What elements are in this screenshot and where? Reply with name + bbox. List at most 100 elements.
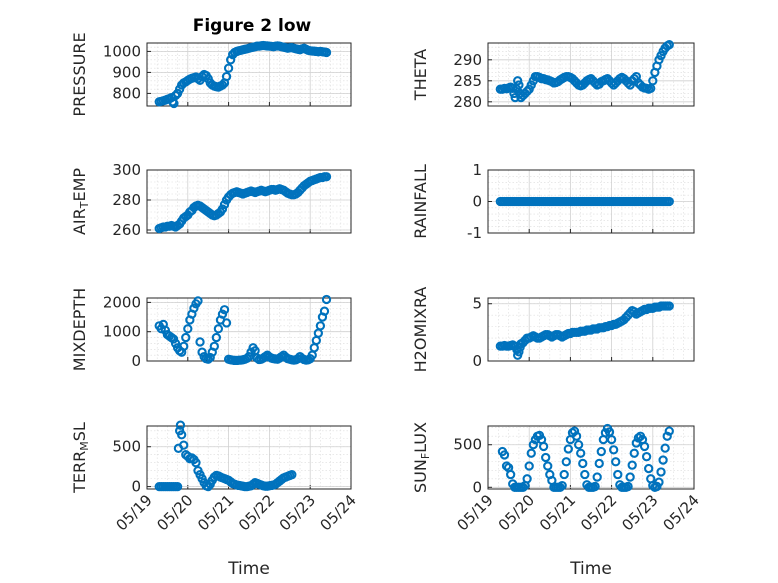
- data-point: [217, 80, 228, 90]
- data-point: [179, 341, 189, 351]
- subplot-sun-flux: 0 500 SUNFLUX 05/1905/2005/2105/2205/2305/2…: [411, 422, 703, 579]
- y-tick-label: 2000: [103, 293, 141, 311]
- y-tick-label: 285: [453, 72, 482, 90]
- data-point: [625, 472, 635, 482]
- plot-frame: [487, 425, 695, 490]
- subplot-rainfall: -1 0 1 RAINFALL: [411, 161, 695, 242]
- y-tick-label: 260: [112, 221, 141, 239]
- data-series: [154, 40, 332, 109]
- y-axis-label: H2OMIXRA: [411, 287, 430, 373]
- data-point: [627, 460, 637, 470]
- figure-title: Figure 2 low: [193, 16, 312, 36]
- data-point: [169, 98, 179, 109]
- data-point: [225, 55, 236, 65]
- x-tick-label: 05/19: [113, 491, 156, 534]
- data-point: [522, 86, 532, 96]
- x-tick-label: 05/19: [454, 491, 497, 534]
- y-tick-label: 900: [112, 63, 141, 81]
- y-tick-label: 1000: [103, 323, 141, 341]
- data-point: [217, 204, 228, 214]
- data-point: [170, 90, 181, 101]
- data-point: [321, 172, 332, 182]
- data-point: [191, 458, 201, 468]
- y-axis-label: PRESSURE: [70, 32, 89, 116]
- plot-frame: [146, 169, 352, 234]
- data-point: [172, 481, 183, 492]
- data-point: [664, 40, 674, 50]
- data-point: [578, 458, 588, 469]
- x-tick-label: 05/24: [660, 491, 703, 534]
- x-tick-label: 05/20: [153, 491, 196, 534]
- data-point: [596, 446, 606, 457]
- x-tick-label: 05/20: [495, 491, 538, 534]
- x-tick-label: 05/24: [317, 491, 360, 534]
- data-point: [660, 443, 670, 453]
- data-point: [168, 334, 179, 344]
- data-point: [658, 455, 668, 465]
- data-point: [321, 294, 332, 305]
- data-point: [223, 63, 234, 73]
- data-point: [179, 440, 189, 450]
- data-point: [526, 448, 536, 458]
- y-tick-label: -1: [467, 224, 482, 242]
- subplot-air-temp: 260 280 300 AIRTEMP: [70, 161, 352, 239]
- x-tick-label: 05/22: [577, 491, 620, 534]
- data-point: [541, 452, 551, 463]
- data-point: [213, 324, 224, 334]
- x-axis-label: Time: [569, 559, 612, 579]
- data-point: [590, 481, 600, 492]
- data-point: [662, 431, 672, 441]
- data-point: [629, 448, 639, 458]
- data-point: [664, 301, 674, 311]
- data-point: [181, 332, 191, 343]
- data-point: [499, 450, 510, 460]
- x-axis-label: Time: [227, 559, 270, 579]
- data-point: [195, 337, 205, 347]
- y-tick-label: 290: [453, 51, 482, 69]
- data-series: [154, 420, 297, 492]
- data-point: [623, 481, 633, 492]
- data-point: [217, 309, 228, 319]
- data-point: [524, 461, 534, 471]
- data-point: [563, 444, 573, 454]
- data-point: [609, 445, 619, 455]
- data-point: [648, 76, 658, 86]
- data-series: [497, 423, 674, 492]
- data-series: [495, 301, 674, 360]
- data-series: [154, 172, 332, 234]
- data-point: [639, 441, 650, 452]
- data-point: [319, 306, 330, 316]
- plot-frame: [487, 297, 695, 362]
- y-tick-label: 5: [472, 295, 482, 313]
- data-point: [506, 469, 516, 480]
- subplot-mixdepth: 0 1000 2000 MIXDEPTH: [70, 288, 352, 371]
- y-tick-label: 300: [112, 161, 141, 179]
- data-point: [244, 351, 254, 362]
- data-point: [613, 469, 623, 480]
- data-point: [573, 440, 584, 450]
- subplot-h2omixra: 0 5 H2OMIXRA: [411, 287, 695, 373]
- x-tick-label: 05/22: [235, 491, 278, 534]
- data-point: [664, 196, 674, 207]
- data-series: [495, 196, 674, 207]
- data-point: [193, 296, 203, 306]
- data-point: [571, 431, 582, 441]
- data-point: [606, 434, 617, 445]
- data-point: [183, 324, 193, 334]
- y-axis-label: RAINFALL: [411, 164, 430, 239]
- x-tick-label: 05/23: [276, 491, 319, 534]
- y-tick-label: 0: [131, 478, 141, 496]
- y-tick-label: 1000: [103, 42, 141, 60]
- data-point: [211, 332, 222, 343]
- data-point: [592, 472, 602, 482]
- data-point: [287, 469, 297, 480]
- y-axis-label: THETA: [411, 49, 430, 101]
- x-tick-label: 05/21: [194, 491, 237, 534]
- data-point: [611, 457, 621, 467]
- y-tick-label: 0: [131, 352, 141, 370]
- y-tick-label: 0: [472, 352, 482, 370]
- data-point: [205, 352, 215, 363]
- data-series: [154, 294, 332, 366]
